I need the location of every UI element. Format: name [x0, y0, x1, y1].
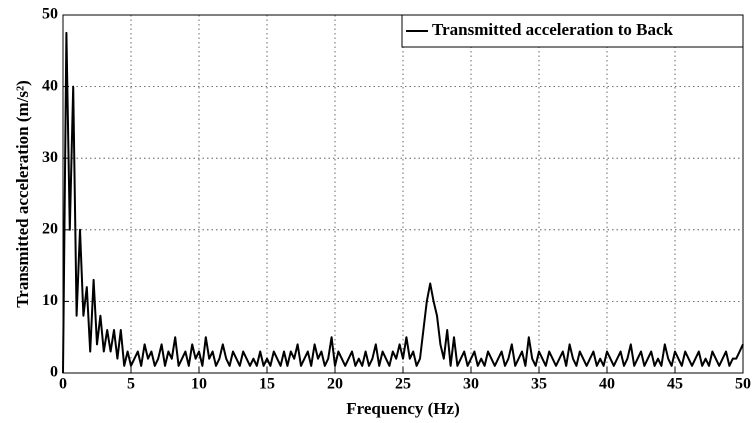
y-tick-label: 40	[42, 77, 58, 94]
x-tick-label: 20	[327, 376, 343, 393]
x-axis-label: Frequency (Hz)	[346, 399, 459, 418]
y-tick-label: 30	[42, 149, 58, 166]
x-tick-label: 15	[259, 376, 275, 393]
x-tick-label: 35	[531, 376, 547, 393]
y-tick-label: 0	[50, 364, 58, 381]
y-tick-label: 20	[42, 220, 58, 237]
data-line	[62, 31, 744, 374]
x-tick-label: 45	[667, 376, 683, 393]
legend-label: Transmitted acceleration to Back	[432, 20, 673, 39]
y-tick-label: 10	[42, 292, 58, 309]
plot-frame	[62, 14, 744, 374]
x-tick-label: 25	[395, 376, 411, 393]
x-tick-label: 10	[191, 376, 207, 393]
x-tick-label: 5	[127, 376, 135, 393]
x-tick-label: 40	[599, 376, 615, 393]
x-tick-label: 30	[463, 376, 479, 393]
x-tick-label: 50	[735, 376, 751, 393]
legend-box	[401, 14, 744, 48]
x-tick-label: 0	[59, 376, 67, 393]
y-tick-label: 50	[42, 6, 58, 23]
y-axis-label: Transmitted acceleration (m/s²)	[13, 80, 32, 308]
